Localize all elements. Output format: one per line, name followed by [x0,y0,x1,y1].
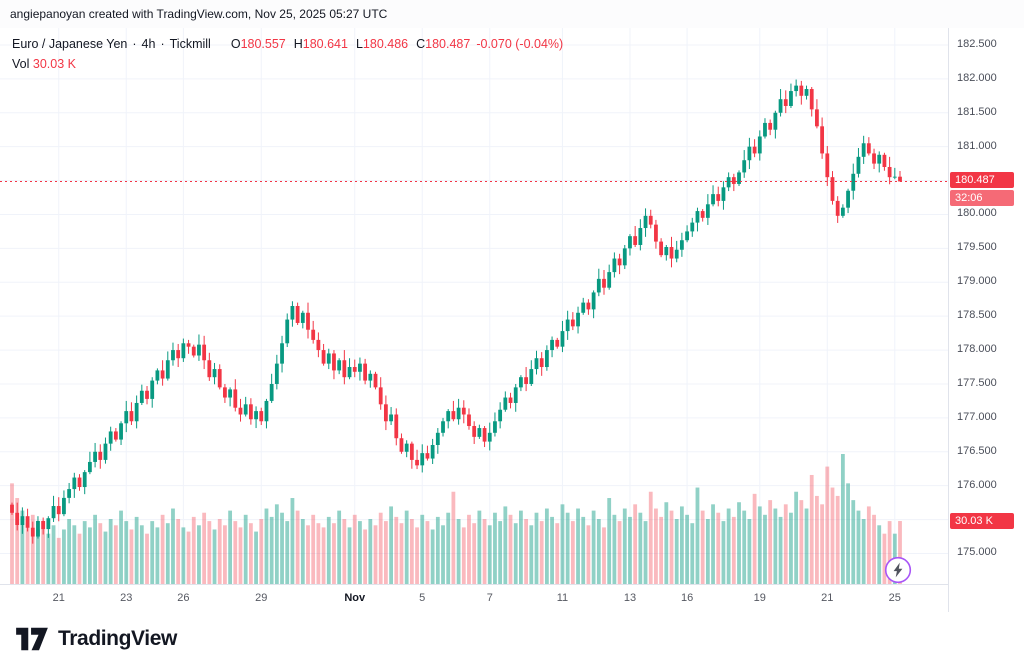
time-axis-label: 23 [120,592,133,604]
interval-label[interactable]: 4h [141,37,156,51]
price-axis-label: 182.000 [957,71,997,84]
volume-label: Vol [12,57,30,71]
countdown-text: 32:06 [955,192,983,205]
time-axis-label: 5 [419,592,426,604]
broker-label: Tickmill [169,37,211,51]
price-axis-label: 178.500 [957,309,997,322]
tradingview-logo-text: TradingView [58,626,177,650]
price-axis-label: 180.000 [957,207,997,220]
time-axis-label: 26 [177,592,190,604]
price-axis-label: 181.000 [957,139,997,152]
chart-area: Euro / Japanese Yen · 4h · Tickmill O180.557 H… [0,28,1024,613]
tradingview-logo-mark [16,627,48,650]
time-axis-label: 16 [680,592,694,604]
legend-row-volume: Vol 30.03 K [12,55,563,74]
candles-layer [10,79,902,544]
time-axis-label: 13 [623,592,637,604]
high-value: 180.641 [302,37,348,51]
last-price-badge: 180.487 [950,172,1014,189]
countdown-badge: 32:06 [950,190,1014,207]
ohlc-values: O180.557 H180.641 L180.486 C180.487 -0.070 (… [223,37,563,51]
price-axis-label: 177.000 [957,410,997,423]
flash-icon[interactable] [884,556,912,584]
price-axis-label: 179.000 [957,275,997,288]
footer-bar: TradingView [0,612,1024,665]
time-axis-label: 7 [486,592,493,604]
price-axis-label: 176.000 [957,478,997,491]
time-axis-label: 25 [888,592,901,604]
price-axis-label: 182.500 [957,37,997,50]
legend-row-ohlc: Euro / Japanese Yen · 4h · Tickmill O180.557 H… [12,35,563,54]
open-value: 180.557 [240,37,286,51]
volume-badge-text: 30.03 K [955,515,993,528]
price-axis-label: 175.000 [957,546,997,559]
volume-layer [10,454,902,584]
legend-separator: · [132,37,137,51]
time-axis[interactable]: 21 23 26 29 Nov 5 7 11 13 16 19 21 25 [0,584,1024,613]
time-axis-label: 21 [52,592,65,604]
lightning-icon [884,556,912,584]
grid-layer [0,28,948,584]
open-label: O [230,37,241,51]
price-axis-label: 177.500 [957,376,997,389]
time-axis-label: 11 [556,592,569,604]
time-axis-label: Nov [344,592,366,604]
close-value: 180.487 [425,37,471,51]
volume-value: 30.03 K [32,57,76,71]
high-label: H [293,37,303,51]
candlestick-plot[interactable] [0,28,1024,612]
low-label: L [355,37,363,51]
volume-badge: 30.03 K [950,513,1014,530]
attribution-text: angiepanoyan created with TradingView.co… [10,7,388,21]
time-axis-label: 29 [255,592,268,604]
symbol-legend: Euro / Japanese Yen · 4h · Tickmill O180.557 H… [12,35,563,74]
legend-separator: · [160,37,165,51]
price-axis-label: 181.500 [957,105,997,118]
attribution-bar: angiepanoyan created with TradingView.co… [0,0,1024,28]
time-axis-label: 19 [753,592,766,604]
price-axis-label: 179.500 [957,241,997,254]
symbol-title[interactable]: Euro / Japanese Yen [12,37,128,51]
close-label: C [416,37,426,51]
low-value: 180.486 [362,37,409,51]
time-axis-label: 21 [821,592,834,604]
price-axis-label: 176.500 [957,444,997,457]
change-value: -0.070 (-0.04%) [476,37,564,51]
tradingview-logo[interactable]: TradingView [14,625,177,653]
price-axis-label: 178.000 [957,343,997,356]
last-price-badge-text: 180.487 [955,174,995,187]
